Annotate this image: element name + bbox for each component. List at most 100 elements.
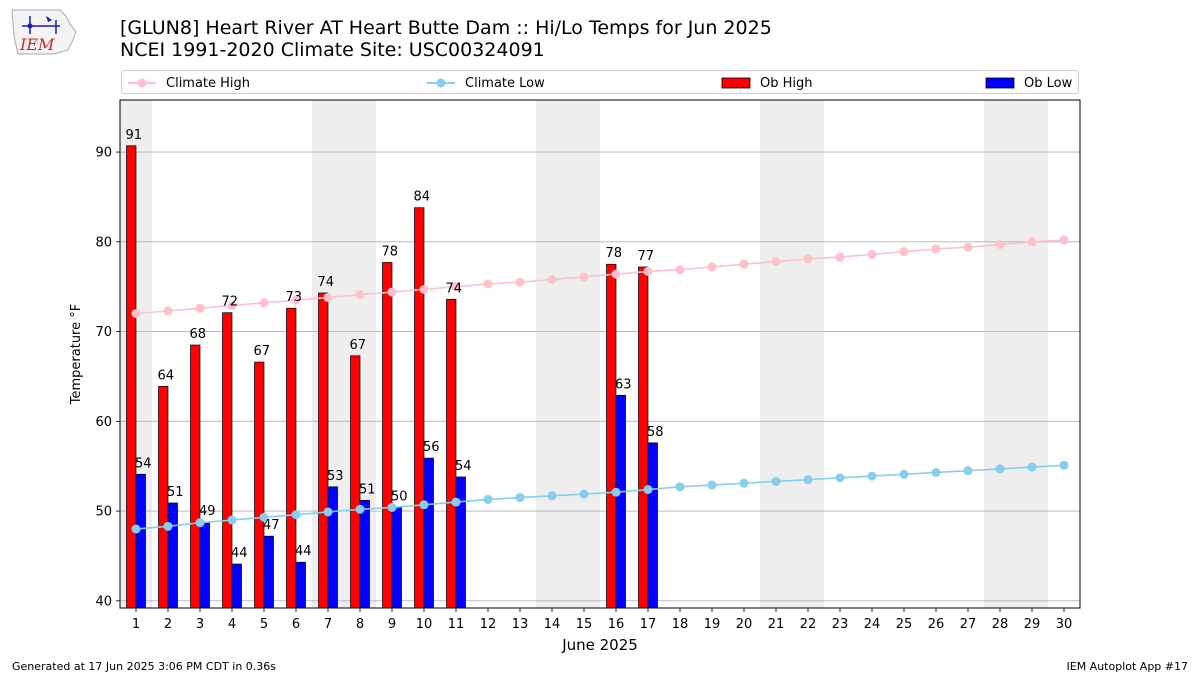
climate-high-point <box>419 284 429 294</box>
climate-low-point <box>259 512 269 522</box>
ob-low-label: 56 <box>423 440 440 455</box>
generated-note: Generated at 17 Jun 2025 3:06 PM CDT in … <box>12 660 277 673</box>
climate-high-point <box>931 244 941 254</box>
x-tick-label: 2 <box>164 617 172 632</box>
x-tick-label: 9 <box>388 617 396 632</box>
ob-low-bar <box>359 499 370 609</box>
x-tick-label: 26 <box>928 617 945 632</box>
ob-low-label: 54 <box>135 456 152 471</box>
climate-low-point <box>483 494 493 504</box>
legend-item-climate-high: Climate High <box>126 74 250 92</box>
climate-high-point <box>835 252 845 262</box>
ob-low-bar <box>167 502 178 609</box>
legend-label-ob-high: Ob High <box>760 75 813 91</box>
climate-high-point <box>899 247 909 257</box>
x-axis-label: June 2025 <box>561 636 638 654</box>
climate-low-point <box>803 475 813 485</box>
ob-high-bar <box>286 307 297 609</box>
ob-low-bar <box>263 535 274 609</box>
x-tick-label: 22 <box>800 617 817 632</box>
climate-high-point <box>483 279 493 289</box>
ob-high-label: 73 <box>286 290 303 305</box>
climate-low-point <box>387 502 397 512</box>
ob-low-bar <box>391 507 402 609</box>
climate-low-point <box>131 524 141 534</box>
legend-label-climate-low: Climate Low <box>465 75 545 91</box>
climate-high-point <box>163 306 173 316</box>
ob-high-bar <box>222 312 233 609</box>
climate-high-point <box>291 295 301 305</box>
climate-low-line <box>135 464 1065 530</box>
x-tick-label: 12 <box>480 617 497 632</box>
y-tick-label: 40 <box>95 594 112 609</box>
ob-low-label: 47 <box>263 518 280 533</box>
x-tick-label: 19 <box>704 617 721 632</box>
climate-low-point <box>963 466 973 476</box>
ob-high-label: 91 <box>126 128 143 143</box>
x-tick-label: 13 <box>512 617 529 632</box>
ob-low-label: 51 <box>167 485 184 500</box>
climate-high-point <box>579 272 589 282</box>
ob-low-bar <box>295 561 306 609</box>
x-tick-label: 20 <box>736 617 753 632</box>
x-tick-label: 24 <box>864 617 881 632</box>
climate-low-point <box>835 473 845 483</box>
climate-low-point <box>771 476 781 486</box>
climate-low-point <box>323 507 333 517</box>
legend-label-ob-low: Ob Low <box>1024 75 1073 91</box>
climate-high-point <box>515 277 525 287</box>
climate-low-point <box>739 478 749 488</box>
title-line-2: NCEI 1991-2020 Climate Site: USC00324091 <box>120 39 545 61</box>
climate-high-point <box>707 262 717 272</box>
ob-high-label: 74 <box>446 281 463 296</box>
climate-low-point <box>675 482 685 492</box>
climate-high-point <box>675 265 685 275</box>
climate-high-point <box>867 249 877 259</box>
climate-low-point <box>1027 462 1037 472</box>
x-tick-label: 1 <box>132 617 140 632</box>
ob-low-bar <box>647 442 658 609</box>
climate-high-point <box>259 298 269 308</box>
ob-high-bar <box>318 292 329 609</box>
climate-high-point <box>771 257 781 267</box>
climate-low-point <box>931 467 941 477</box>
climate-high-point <box>963 242 973 252</box>
ob-low-label: 49 <box>199 504 216 519</box>
x-tick-label: 3 <box>196 617 204 632</box>
ob-low-bar <box>231 563 242 609</box>
ob-high-label: 84 <box>414 190 431 205</box>
y-tick-label: 80 <box>95 235 112 250</box>
climate-low-point <box>707 480 717 490</box>
legend-item-ob-low: Ob Low <box>984 74 1072 92</box>
climate-high-point <box>131 309 141 319</box>
ob-low-label: 58 <box>647 425 664 440</box>
weekend-shade <box>536 100 600 608</box>
svg-text:IEM: IEM <box>19 35 55 54</box>
ob-low-bar <box>455 476 466 609</box>
iem-logo: IEM <box>11 9 77 55</box>
climate-high-point <box>355 290 365 300</box>
weekend-shade <box>760 100 824 608</box>
climate-high-point <box>739 259 749 269</box>
x-tick-label: 8 <box>356 617 364 632</box>
ob-low-label: 50 <box>391 489 408 504</box>
weekend-shade <box>984 100 1048 608</box>
ob-low-bar <box>199 521 210 609</box>
ob-high-label: 74 <box>318 275 335 290</box>
climate-low-point <box>867 471 877 481</box>
ob-low-label: 44 <box>295 544 312 559</box>
ob-high-label: 67 <box>350 338 367 353</box>
ob-high-label: 68 <box>190 327 207 342</box>
climate-high-point <box>195 303 205 313</box>
ob-low-label: 44 <box>231 546 248 561</box>
ob-low-bar <box>615 394 626 609</box>
climate-low-point <box>611 487 621 497</box>
climate-low-point <box>291 510 301 520</box>
climate-high-point <box>995 240 1005 250</box>
legend-item-ob-high: Ob High <box>720 74 813 92</box>
x-tick-label: 17 <box>640 617 657 632</box>
ob-high-bar <box>190 344 201 609</box>
ob-high-bar <box>606 263 617 609</box>
x-tick-label: 18 <box>672 617 689 632</box>
